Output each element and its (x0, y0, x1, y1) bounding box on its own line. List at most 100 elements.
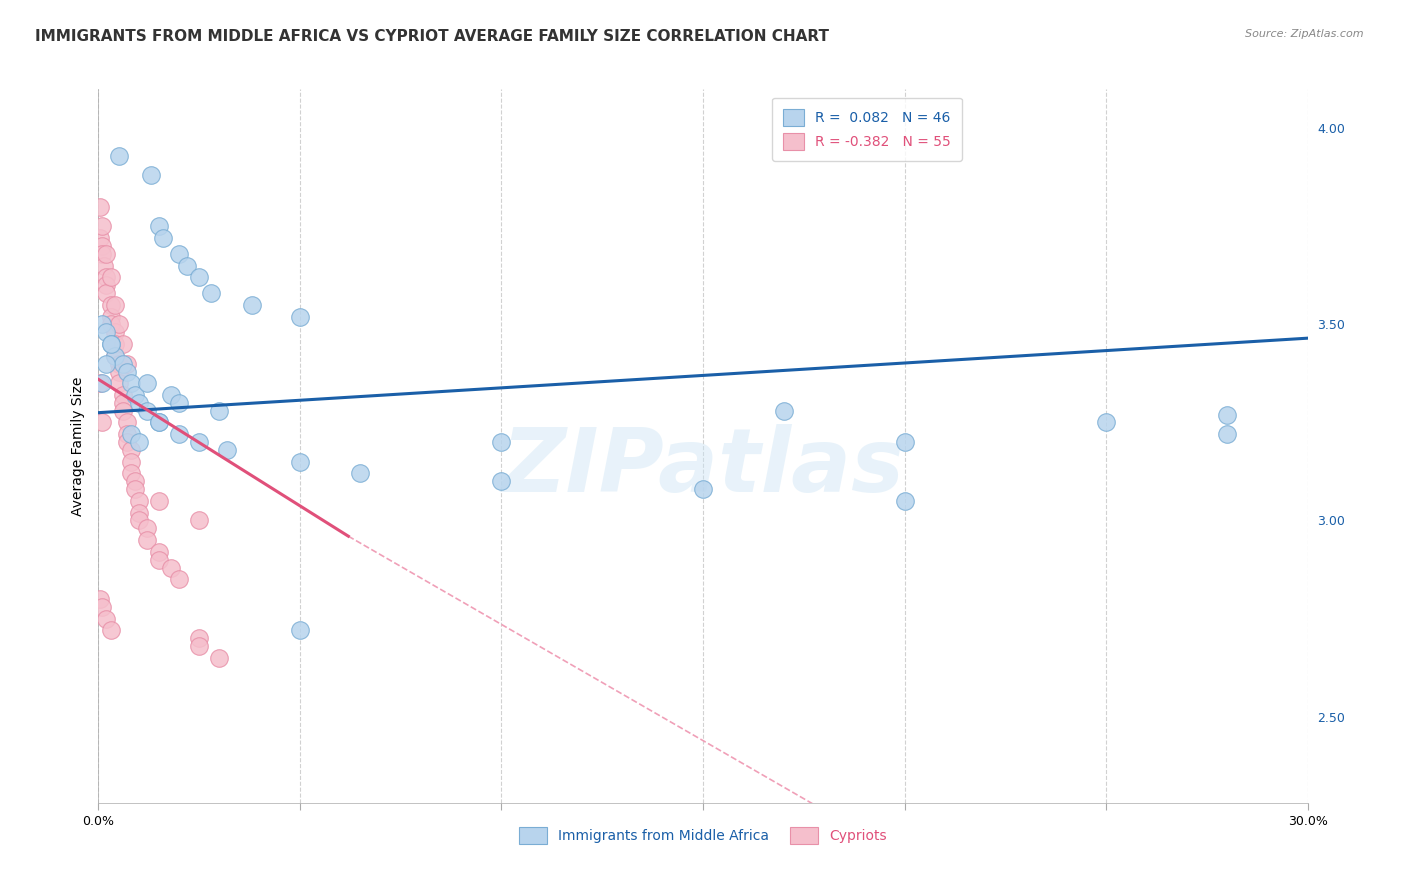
Point (107, 364, 129, 378)
Point (167, 427, 190, 442)
Point (91, 376, 114, 391)
Point (349, 467, 371, 481)
Point (115, 357, 138, 371)
Point (148, 416, 170, 430)
Point (148, 219, 170, 234)
Point (128, 506, 150, 520)
Point (893, 435, 915, 450)
Point (135, 403, 157, 417)
Point (115, 416, 138, 430)
Point (96, 278, 118, 293)
Legend: Immigrants from Middle Africa, Cypriots: Immigrants from Middle Africa, Cypriots (513, 822, 893, 849)
Point (139, 169, 162, 183)
Point (152, 231, 174, 245)
Point (91, 239, 114, 253)
Point (111, 337, 134, 351)
Point (103, 349, 125, 363)
Point (96, 270, 118, 285)
Point (208, 403, 231, 417)
Point (491, 475, 513, 489)
Point (96, 247, 118, 261)
Point (188, 270, 211, 285)
Point (93, 259, 115, 273)
Point (103, 326, 125, 340)
Point (100, 298, 122, 312)
Text: Source: ZipAtlas.com: Source: ZipAtlas.com (1246, 29, 1364, 38)
Point (692, 482, 714, 496)
Point (200, 286, 222, 301)
Point (135, 533, 157, 547)
Point (124, 388, 146, 402)
Point (188, 435, 211, 450)
Point (148, 416, 170, 430)
Point (188, 514, 211, 528)
Point (115, 364, 138, 378)
Point (120, 376, 142, 391)
Point (111, 357, 134, 371)
Point (288, 310, 311, 324)
Point (167, 396, 190, 410)
Point (89, 591, 111, 606)
Point (100, 624, 122, 638)
Point (124, 482, 146, 496)
Point (111, 388, 134, 402)
Point (89, 200, 111, 214)
Point (772, 403, 794, 417)
Point (288, 455, 311, 469)
Point (120, 455, 142, 469)
Point (107, 149, 129, 163)
Point (1095, 416, 1118, 430)
Point (107, 376, 129, 391)
Point (208, 650, 231, 665)
Point (128, 435, 150, 450)
Point (91, 318, 114, 332)
Point (135, 521, 157, 535)
Point (188, 631, 211, 645)
Point (107, 357, 129, 371)
Point (100, 318, 122, 332)
Point (1216, 408, 1239, 422)
Point (120, 467, 142, 481)
Point (96, 611, 118, 625)
Point (148, 545, 170, 559)
Point (91, 599, 114, 614)
Point (96, 286, 118, 301)
Y-axis label: Average Family Size: Average Family Size (70, 376, 84, 516)
Text: IMMIGRANTS FROM MIDDLE AFRICA VS CYPRIOT AVERAGE FAMILY SIZE CORRELATION CHART: IMMIGRANTS FROM MIDDLE AFRICA VS CYPRIOT… (35, 29, 830, 44)
Point (128, 396, 150, 410)
Point (103, 337, 125, 351)
Point (124, 475, 146, 489)
Point (148, 494, 170, 508)
Point (91, 219, 114, 234)
Point (100, 270, 122, 285)
Point (111, 396, 134, 410)
Point (120, 427, 142, 442)
Point (128, 494, 150, 508)
Point (893, 494, 915, 508)
Point (89, 376, 111, 391)
Point (120, 442, 142, 457)
Point (91, 416, 114, 430)
Point (240, 298, 263, 312)
Point (135, 376, 157, 391)
Point (288, 624, 311, 638)
Point (491, 435, 513, 450)
Point (96, 357, 118, 371)
Point (176, 259, 198, 273)
Point (103, 298, 125, 312)
Point (107, 318, 129, 332)
Point (160, 560, 183, 574)
Point (96, 326, 118, 340)
Point (89, 231, 111, 245)
Point (111, 403, 134, 417)
Point (103, 349, 125, 363)
Point (115, 427, 138, 442)
Point (217, 442, 239, 457)
Point (160, 388, 183, 402)
Point (100, 310, 122, 324)
Point (148, 552, 170, 566)
Point (167, 247, 190, 261)
Point (91, 247, 114, 261)
Point (100, 337, 122, 351)
Point (100, 337, 122, 351)
